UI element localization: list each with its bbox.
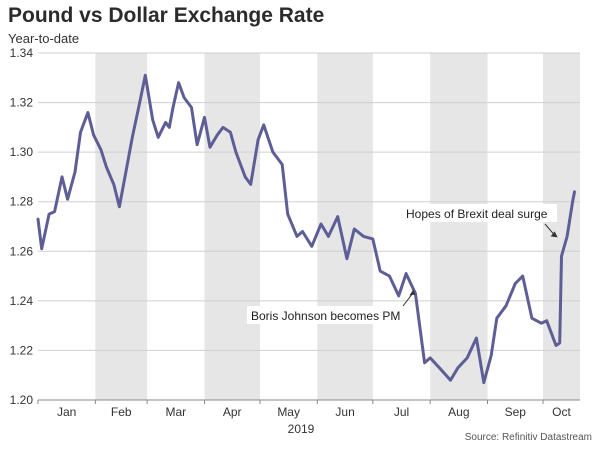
x-tick-label: Oct	[552, 405, 571, 419]
annotation-brexit: Hopes of Brexit deal surge	[406, 207, 548, 221]
annotation-bg	[402, 204, 557, 222]
x-axis-ticks: Jan Feb Mar Apr May Jun Jul Aug Sep Oct	[37, 400, 571, 419]
chart-subtitle: Year-to-date	[8, 31, 80, 46]
y-tick-label: 1.32	[10, 96, 34, 110]
annotations: Boris Johnson becomes PM Hopes of Brexit …	[247, 204, 558, 324]
x-tick-label: May	[277, 405, 300, 419]
y-tick-label: 1.26	[10, 244, 34, 258]
y-tick-label: 1.22	[10, 343, 34, 357]
x-tick-label: Apr	[223, 405, 242, 419]
annotation-arrowhead	[550, 231, 558, 238]
x-tick-label: Mar	[165, 405, 186, 419]
shade-apr	[204, 53, 260, 400]
y-tick-label: 1.30	[10, 145, 34, 159]
series-line	[36, 73, 576, 385]
x-tick-label: Jun	[335, 405, 354, 419]
y-tick-label: 1.34	[10, 46, 34, 60]
x-tick-label: Sep	[505, 405, 527, 419]
x-tick-label: Aug	[448, 405, 469, 419]
chart-title: Pound vs Dollar Exchange Rate	[8, 4, 325, 27]
y-tick-label: 1.20	[10, 393, 34, 407]
x-tick-label: Feb	[111, 405, 132, 419]
month-shading-bands	[95, 53, 580, 400]
y-axis-ticks: 1.20 1.22 1.24 1.26 1.28 1.30 1.32 1.34	[10, 46, 34, 407]
annotation-bg	[247, 306, 410, 324]
annotation-arrowhead	[409, 289, 416, 296]
x-tick-label: Jan	[57, 405, 76, 419]
shade-jun	[317, 53, 373, 400]
x-axis-label: 2019	[288, 422, 315, 436]
x-tick-label: Jul	[394, 405, 409, 419]
y-tick-label: 1.24	[10, 294, 34, 308]
shade-oct	[543, 53, 580, 400]
source-note: Source: Refinitiv Datastream	[464, 432, 592, 443]
y-tick-label: 1.28	[10, 195, 34, 209]
annotation-johnson: Boris Johnson becomes PM	[251, 309, 400, 323]
